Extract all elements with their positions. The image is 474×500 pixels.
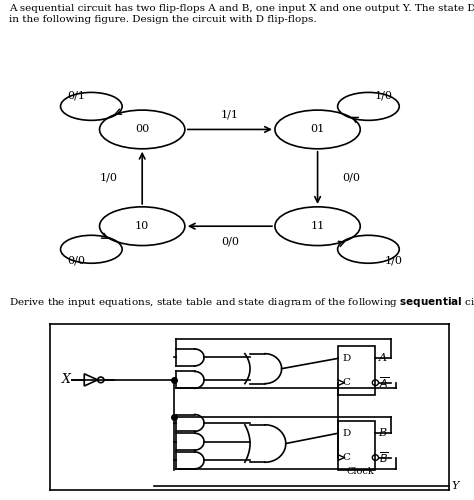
Text: A: A [379, 354, 386, 364]
Bar [338, 346, 375, 395]
Text: 1/1: 1/1 [221, 110, 239, 120]
Text: D: D [342, 428, 350, 438]
Text: 1/0: 1/0 [375, 90, 393, 100]
Text: D: D [342, 354, 350, 363]
Text: 1/0: 1/0 [384, 256, 402, 266]
Text: 0/1: 0/1 [67, 90, 85, 100]
Text: B: B [379, 428, 387, 438]
Text: 11: 11 [310, 221, 325, 231]
Text: C: C [342, 453, 350, 462]
Text: C: C [342, 378, 350, 387]
Text: $\overline{B}$: $\overline{B}$ [379, 450, 388, 465]
Text: X: X [62, 374, 70, 386]
Text: 0/0: 0/0 [342, 173, 360, 183]
Text: A sequential circuit has two flip-flops A and B, one input X and one output Y. T: A sequential circuit has two flip-flops … [9, 4, 474, 24]
Text: 01: 01 [310, 124, 325, 134]
Bar [338, 421, 375, 470]
Text: $\overline{A}$: $\overline{A}$ [379, 376, 389, 390]
Text: Y: Y [451, 480, 458, 490]
Text: 0/0: 0/0 [221, 236, 239, 246]
Text: Clock: Clock [346, 467, 374, 476]
Text: Derive the input equations, state table and state diagram of the following $\mat: Derive the input equations, state table … [9, 295, 474, 309]
Text: 0/0: 0/0 [67, 256, 85, 266]
Text: 00: 00 [135, 124, 149, 134]
Text: 10: 10 [135, 221, 149, 231]
Text: 1/0: 1/0 [100, 173, 118, 183]
